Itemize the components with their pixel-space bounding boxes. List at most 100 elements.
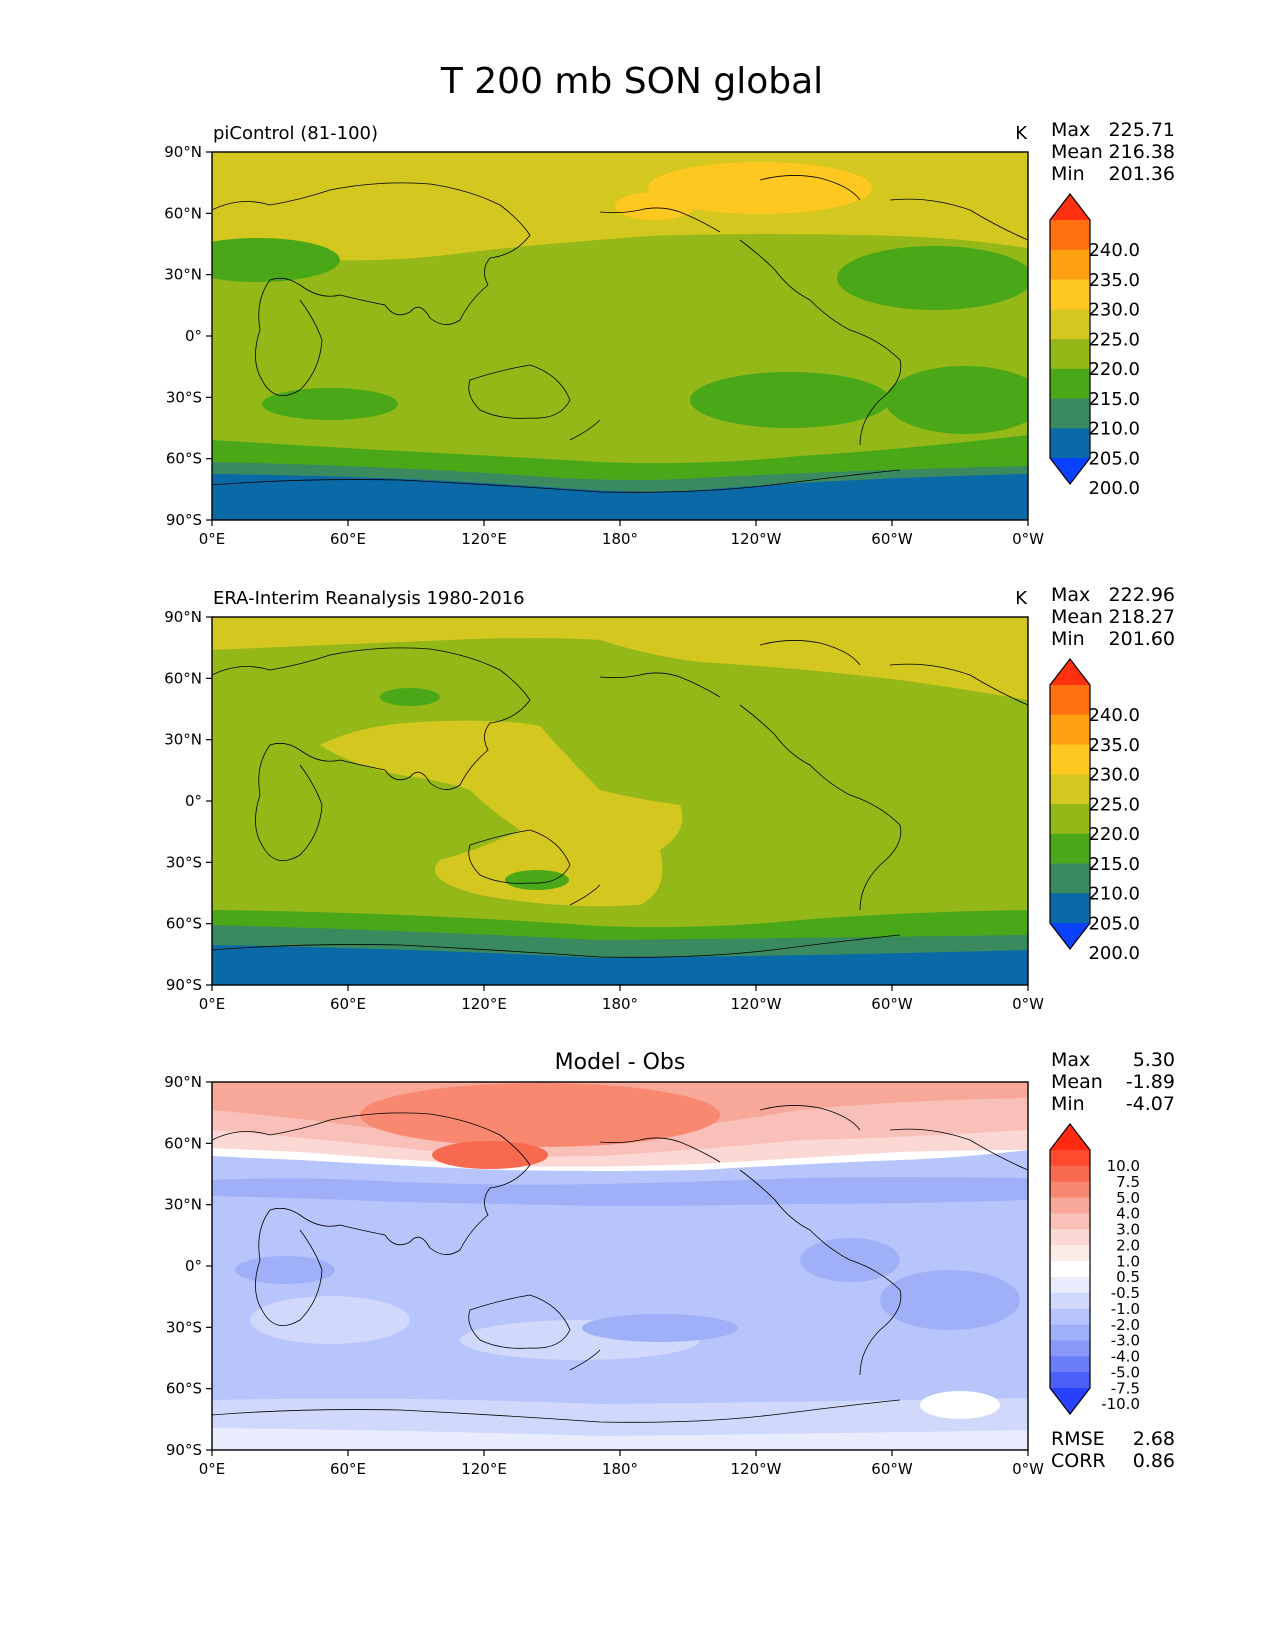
dynamic-layer: 0°E 60°E 120°E 180° 120°W 60°W 0°W 90°N 60°N 30°N…: [164, 119, 1175, 1478]
coastlines-model: [212, 175, 1028, 493]
x-tick-label: 0°W: [1012, 995, 1044, 1013]
colorbar-label: 225.0: [1088, 794, 1140, 815]
colorbar-segment: [1050, 398, 1090, 429]
stat-label: CORR: [1051, 1450, 1106, 1472]
colorbar-label: 230.0: [1088, 765, 1140, 786]
colorbar-label: 7.5: [1116, 1173, 1140, 1191]
colorbar-label: 200.0: [1088, 943, 1140, 964]
colorbar-segment: [1050, 279, 1090, 310]
x-tick-label: 0°W: [1012, 530, 1044, 548]
colorbar-label: 225.0: [1088, 329, 1140, 350]
y-tick-label: 60°N: [164, 669, 202, 687]
x-tick-label: 120°E: [461, 995, 507, 1013]
map-field-obs: [212, 617, 1028, 985]
colorbar-label: -5.0: [1111, 1363, 1140, 1381]
colorbar-segment: [1050, 744, 1090, 775]
colorbar-label: 220.0: [1088, 359, 1140, 380]
x-tick-label: 120°W: [731, 995, 782, 1013]
colorbar-segment: [1050, 309, 1090, 340]
y-tick-label: 30°S: [166, 1318, 202, 1336]
colorbar-label: 240.0: [1088, 240, 1140, 261]
stat-label: Min: [1051, 163, 1085, 185]
colorbar-label: 2.0: [1116, 1236, 1140, 1254]
colorbar-segment: [1050, 1324, 1090, 1341]
stat-label: Mean: [1051, 606, 1103, 628]
colorbar-segment: [1050, 1292, 1090, 1310]
x-tick-label: 180°: [602, 1460, 638, 1478]
coastlines-diff: [212, 1105, 1028, 1423]
colorbar-segment: [1050, 1356, 1090, 1373]
colorbar-label: 205.0: [1088, 448, 1140, 469]
colorbar-segment: [1050, 1229, 1090, 1246]
stat-value: 218.27: [1109, 606, 1175, 628]
colorbar-segment: [1050, 1340, 1090, 1357]
colorbar-extend-top: [1050, 659, 1090, 685]
colorbar-segment: [1050, 714, 1090, 745]
colorbar-segment: [1050, 368, 1090, 399]
x-tick-label: 120°W: [731, 1460, 782, 1478]
stat-label: Mean: [1051, 1071, 1103, 1093]
colorbar-label: -1.0: [1111, 1300, 1140, 1318]
stat-value: -4.07: [1126, 1093, 1175, 1115]
x-tick-label: 120°W: [731, 530, 782, 548]
y-tick-label: 30°N: [164, 1196, 202, 1214]
colorbar-segment: [1050, 833, 1090, 864]
units-model: K: [1015, 123, 1028, 144]
x-tick-label: 120°E: [461, 530, 507, 548]
coastlines-obs: [212, 640, 1028, 958]
colorbar-extend-top: [1050, 1124, 1090, 1150]
y-tick-label: 90°S: [166, 511, 202, 529]
x-tick-label: 60°W: [871, 995, 913, 1013]
y-tick-label: 30°S: [166, 853, 202, 871]
y-tick-label: 90°N: [164, 608, 202, 626]
x-tick-label: 120°E: [461, 1460, 507, 1478]
colorbar-segment: [1050, 1165, 1090, 1183]
colorbar-segment: [1050, 249, 1090, 280]
colorbar-extend-bottom: [1050, 458, 1090, 484]
map-field-model: [212, 152, 1028, 520]
y-tick-label: 60°S: [166, 450, 202, 468]
colorbar-label: 3.0: [1116, 1221, 1140, 1239]
stat-value: 2.68: [1133, 1428, 1175, 1450]
stat-value: 225.71: [1109, 119, 1175, 141]
colorbar-extend-bottom: [1050, 923, 1090, 949]
colorbar-label: 10.0: [1107, 1157, 1140, 1175]
colorbar-segment: [1050, 1372, 1090, 1389]
y-tick-label: 0°: [185, 792, 202, 810]
x-tick-label: 60°W: [871, 530, 913, 548]
panel-model: piControl (81-100) K: [211, 123, 1029, 521]
colorbar-extend-top: [1050, 194, 1090, 220]
colorbar-segment: [1050, 893, 1090, 924]
colorbar-label: 200.0: [1088, 478, 1140, 499]
stat-value: 0.86: [1133, 1450, 1175, 1472]
colorbar-segment: [1050, 863, 1090, 894]
colorbar-segment: [1050, 1197, 1090, 1214]
stat-label: RMSE: [1051, 1428, 1105, 1450]
y-tick-label: 60°S: [166, 1380, 202, 1398]
colorbar-label: 220.0: [1088, 824, 1140, 845]
colorbar-label: -0.5: [1111, 1284, 1140, 1302]
colorbar-segment: [1050, 685, 1090, 716]
colorbar-segment: [1050, 774, 1090, 805]
stat-value: 5.30: [1133, 1049, 1175, 1071]
panel-title-model: piControl (81-100): [213, 123, 378, 144]
colorbar-outline: [1049, 1123, 1091, 1415]
y-tick-label: 90°N: [164, 1073, 202, 1091]
colorbar-outline: [1049, 658, 1091, 950]
colorbar-segment: [1050, 1261, 1090, 1278]
colorbar-segment: [1050, 1213, 1090, 1230]
stat-value: -1.89: [1126, 1071, 1175, 1093]
colorbar-label: 210.0: [1088, 419, 1140, 440]
stat-label: Max: [1051, 119, 1090, 141]
figure-title: T 200 mb SON global: [440, 61, 823, 102]
colorbar-segment: [1050, 220, 1090, 251]
stat-label: Min: [1051, 628, 1085, 650]
y-tick-label: 90°S: [166, 976, 202, 994]
stat-label: Min: [1051, 1093, 1085, 1115]
map-field-diff: [212, 1082, 1028, 1450]
stat-label: Max: [1051, 1049, 1090, 1071]
x-tick-label: 0°E: [199, 1460, 226, 1478]
units-obs: K: [1015, 588, 1028, 609]
y-tick-label: 0°: [185, 1257, 202, 1275]
